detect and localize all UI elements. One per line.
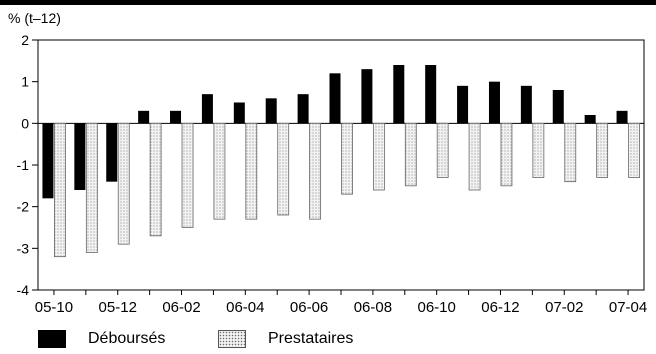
bar-debourses-05-10	[42, 123, 54, 199]
bar-prestataires-06-03	[213, 122, 226, 220]
bar-prestataires-05-11	[85, 122, 98, 253]
bar-prestataires-06-10	[436, 122, 449, 178]
x-tick-label: 05-10	[35, 299, 73, 316]
x-tick-label: 05-12	[99, 299, 137, 316]
bar-debourses-06-09	[393, 65, 405, 124]
bar-debourses-06-03	[201, 94, 213, 124]
bar-debourses-06-12	[488, 81, 500, 124]
legend-item-prestataires: Prestataires	[218, 330, 353, 348]
x-tick-label: 06-04	[226, 299, 264, 316]
y-tick-label: -2	[17, 199, 30, 215]
bar-prestataires-06-12	[500, 122, 513, 187]
bar-debourses-06-01	[138, 110, 150, 124]
bar-debourses-06-02	[170, 110, 182, 124]
bar-prestataires-06-02	[181, 122, 194, 228]
bar-prestataires-06-07	[341, 122, 353, 195]
bar-prestataires-06-11	[468, 122, 481, 191]
bar-prestataires-07-01	[532, 122, 545, 178]
bar-prestataires-06-04	[245, 122, 258, 220]
bar-debourses-06-04	[233, 102, 245, 124]
y-tick-label: -4	[17, 282, 30, 298]
x-tick-label: 07-04	[609, 299, 647, 316]
legend-swatch-prestataires	[218, 330, 246, 348]
y-tick-label: 0	[21, 115, 29, 131]
top-rule	[0, 0, 656, 5]
y-tick-label: -1	[17, 157, 30, 173]
bar-prestataires-06-09	[404, 122, 417, 187]
bar-prestataires-06-06	[309, 122, 322, 220]
legend-item-debourses: Déboursés	[38, 330, 165, 348]
x-tick-label: 06-10	[417, 299, 455, 316]
bar-prestataires-06-08	[372, 122, 385, 191]
bar-debourses-06-08	[361, 69, 373, 124]
y-unit-label: % (t–12)	[8, 10, 61, 26]
bar-prestataires-05-10	[54, 122, 66, 258]
bar-prestataires-07-03	[596, 122, 609, 178]
bar-debourses-06-10	[425, 65, 437, 124]
y-tick-label: 1	[21, 74, 29, 90]
bar-prestataires-05-12	[117, 122, 130, 245]
x-tick-label: 07-02	[545, 299, 583, 316]
bar-debourses-07-04	[616, 110, 628, 124]
bar-debourses-06-11	[457, 85, 469, 124]
bar-prestataires-07-04	[628, 122, 640, 178]
bar-debourses-05-12	[106, 123, 118, 182]
bar-debourses-05-11	[74, 123, 86, 190]
x-tick-label: 06-08	[354, 299, 392, 316]
y-tick-label: 2	[21, 32, 29, 48]
y-tick-label: -3	[17, 240, 30, 256]
legend-swatch-debourses	[38, 330, 66, 348]
bar-prestataires-06-05	[277, 122, 290, 216]
bar-debourses-06-06	[297, 94, 309, 124]
legend-label-debourses: Déboursés	[88, 330, 166, 347]
bar-debourses-07-02	[552, 90, 564, 124]
x-tick-label: 06-12	[481, 299, 519, 316]
bar-debourses-07-01	[520, 85, 532, 124]
x-tick-label: 06-06	[290, 299, 328, 316]
bar-debourses-07-03	[584, 115, 596, 124]
x-tick-label: 06-02	[162, 299, 200, 316]
legend-label-prestataires: Prestataires	[268, 330, 354, 347]
bar-prestataires-06-01	[149, 122, 162, 237]
bar-prestataires-07-02	[564, 122, 577, 183]
bar-debourses-06-05	[265, 98, 277, 124]
bar-debourses-06-07	[329, 73, 341, 124]
